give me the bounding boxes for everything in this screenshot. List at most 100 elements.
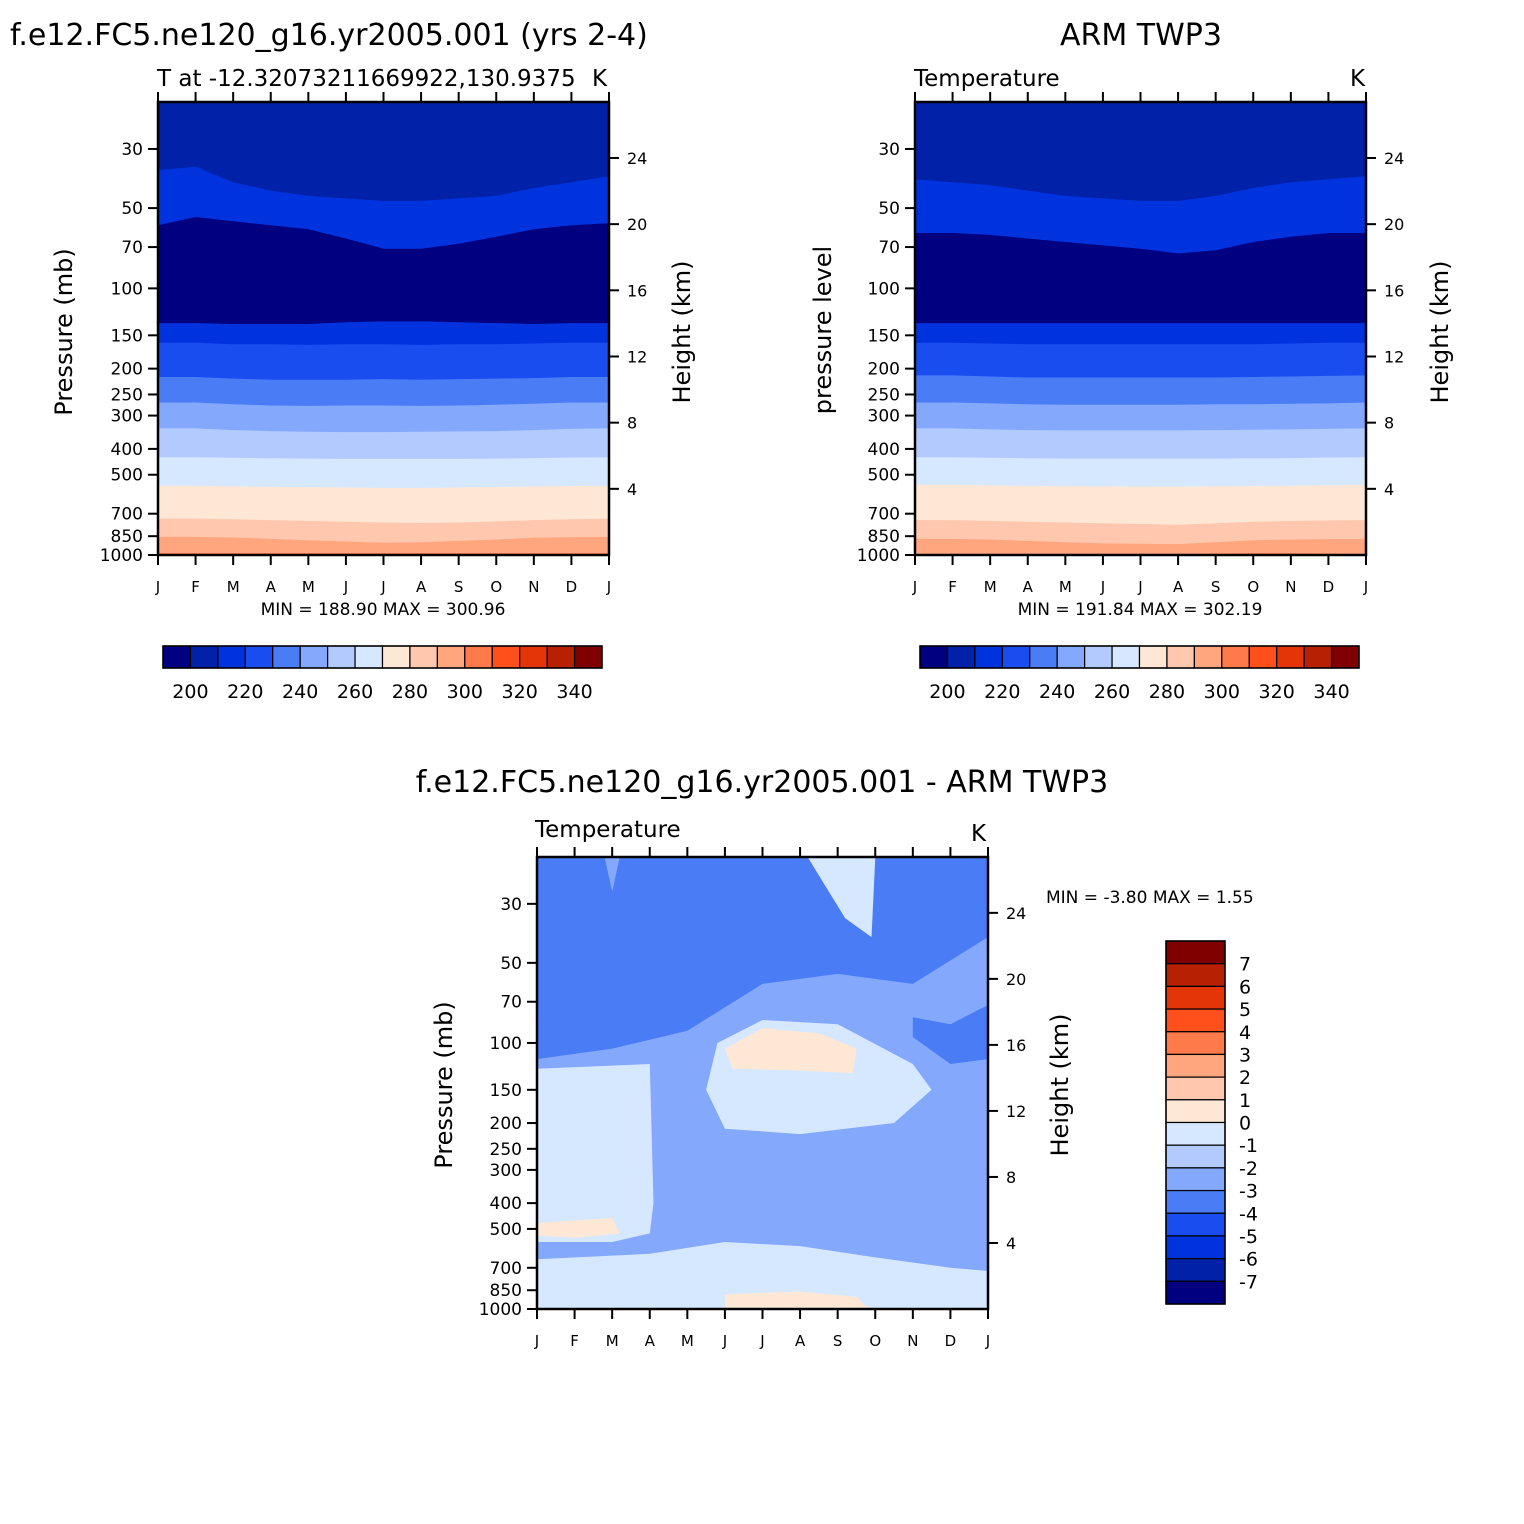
diff-ytick-label: 250	[490, 1140, 522, 1160]
obs-colorbar-swatch-7	[1111, 645, 1141, 669]
model-colorbar-swatch-10	[436, 645, 466, 669]
obs-ytick-label: 250	[868, 385, 900, 405]
obs-colorbar-label: 340	[1313, 681, 1349, 703]
diff-y2tick-label: 20	[1006, 970, 1026, 989]
model-ytick-label: 250	[111, 385, 143, 405]
model-ytick-label: 500	[111, 466, 143, 486]
diff-swatch-11	[1165, 1189, 1226, 1214]
diff-contours	[537, 857, 988, 1309]
obs-xtick-label: J	[1363, 578, 1368, 596]
obs-subtitle-left: Temperature	[913, 66, 1060, 92]
obs-colorbar-swatch-8	[1138, 645, 1168, 669]
diff-swatch-12	[1165, 1212, 1226, 1237]
model-xtick-label: J	[606, 578, 611, 596]
model-colorbar-label: 200	[172, 681, 208, 703]
diff-xtick-label: J	[759, 1332, 764, 1350]
diff-swatch-4	[1165, 1031, 1226, 1056]
obs-xtick-label: J	[1137, 578, 1142, 596]
diff-colorbar-label: -6	[1239, 1249, 1258, 1271]
diff-xtick-label: F	[570, 1332, 579, 1350]
diff-region-8	[724, 1291, 868, 1308]
diff-xtick-label: A	[645, 1332, 656, 1350]
obs-ytick-label: 400	[868, 440, 900, 460]
diff-ytick-label: 70	[500, 993, 522, 1013]
model-ytick-label: 1000	[100, 546, 143, 566]
obs-ytick-label: 500	[868, 466, 900, 486]
model-colorbar: 200 220 240 260 280 300 320 340	[162, 645, 603, 703]
diff-swatch-15	[1165, 1280, 1226, 1305]
diff-ytick-label: 500	[490, 1220, 522, 1240]
model-xtick-label: S	[454, 578, 464, 596]
diff-ytick-label: 30	[500, 895, 522, 915]
diff-colorbar-label: 0	[1239, 1113, 1251, 1135]
model-xtick-label: O	[490, 578, 502, 596]
diff-y2tick-label: 24	[1006, 904, 1026, 923]
diff-region-3	[537, 1242, 988, 1309]
model-ytick-label: 700	[111, 505, 143, 525]
model-xtick-label: J	[343, 578, 348, 596]
diff-swatch-14	[1165, 1258, 1226, 1282]
obs-ylabel: pressure level	[809, 246, 837, 414]
obs-colorbar-swatch-12	[1248, 645, 1278, 669]
obs-xtick-label: M	[1059, 578, 1072, 596]
obs-colorbar-swatch-9	[1166, 645, 1195, 669]
diff-colorbar-label: 3	[1239, 1044, 1251, 1066]
diff-colorbar-label: -5	[1239, 1226, 1258, 1248]
diff-swatch-2	[1165, 985, 1226, 1010]
diff-ylabel: Pressure (mb)	[430, 1001, 458, 1168]
obs-xtick-label: O	[1247, 578, 1259, 596]
obs-colorbar-label: 280	[1149, 681, 1185, 703]
diff-swatch-0	[1165, 940, 1226, 965]
obs-colorbar-swatch-4	[1029, 645, 1058, 669]
model-colorbar-box	[162, 645, 603, 669]
model-y2tick-label: 8	[627, 414, 637, 433]
model-colorbar-swatch-11	[464, 645, 493, 669]
diff-xtick-label: S	[833, 1332, 843, 1350]
diff-xtick-label: M	[681, 1332, 694, 1350]
model-title: f.e12.FC5.ne120_g16.yr2005.001 (yrs 2-4)	[10, 18, 648, 53]
obs-colorbar-label: 320	[1259, 681, 1295, 703]
model-colorbar-swatch-15	[573, 645, 603, 669]
obs-band-11	[915, 538, 1366, 555]
model-colorbar-swatch-13	[519, 645, 548, 669]
obs-colorbar-swatch-5	[1056, 645, 1086, 669]
model-ytick-label: 400	[111, 440, 143, 460]
diff-colorbar-label: 4	[1239, 1022, 1251, 1044]
obs-title: ARM TWP3	[1060, 18, 1222, 53]
obs-colorbar-swatch-14	[1303, 645, 1333, 669]
diff-colorbar-label: 2	[1239, 1067, 1251, 1089]
obs-xtick-label: A	[1023, 578, 1034, 596]
diff-swatch-13	[1165, 1235, 1226, 1260]
diff-xtick-label: A	[795, 1332, 806, 1350]
model-colorbar-label: 280	[392, 681, 428, 703]
diff-swatch-9	[1165, 1144, 1226, 1169]
model-units: K	[592, 66, 608, 92]
diff-ytick-label: 50	[500, 954, 522, 974]
obs-colorbar-label: 240	[1039, 681, 1075, 703]
obs-ytick-label: 30	[878, 140, 900, 160]
model-colorbar-swatch-1	[189, 645, 219, 669]
obs-ytick-label: 1000	[857, 546, 900, 566]
obs-colorbar-label: 220	[984, 681, 1020, 703]
model-y2tick-label: 16	[627, 281, 647, 300]
diff-xtick-label: J	[534, 1332, 539, 1350]
model-colorbar-swatch-6	[327, 645, 356, 669]
diff-colorbar-label: -1	[1239, 1135, 1258, 1157]
diff-y2tick-label: 12	[1006, 1102, 1026, 1121]
diff-swatch-3	[1165, 1008, 1226, 1033]
obs-ytick-label: 300	[868, 407, 900, 427]
model-colorbar-swatch-9	[409, 645, 438, 669]
obs-y2tick-label: 8	[1384, 414, 1394, 433]
model-xtick-label: M	[227, 578, 240, 596]
model-colorbar-swatch-12	[491, 645, 521, 669]
obs-xtick-label: A	[1173, 578, 1184, 596]
diff-colorbar-label: 7	[1239, 954, 1251, 976]
model-contours	[158, 102, 609, 555]
diff-y2tick-label: 4	[1006, 1234, 1016, 1253]
diff-colorbar-label: 5	[1239, 999, 1251, 1021]
diff-colorbar-label: 1	[1239, 1090, 1251, 1112]
obs-y2tick-label: 20	[1384, 215, 1404, 234]
diff-swatch-5	[1165, 1053, 1226, 1078]
model-subtitle-left: T at -12.32073211669922,130.9375	[156, 66, 576, 92]
obs-colorbar-swatch-15	[1330, 645, 1360, 669]
